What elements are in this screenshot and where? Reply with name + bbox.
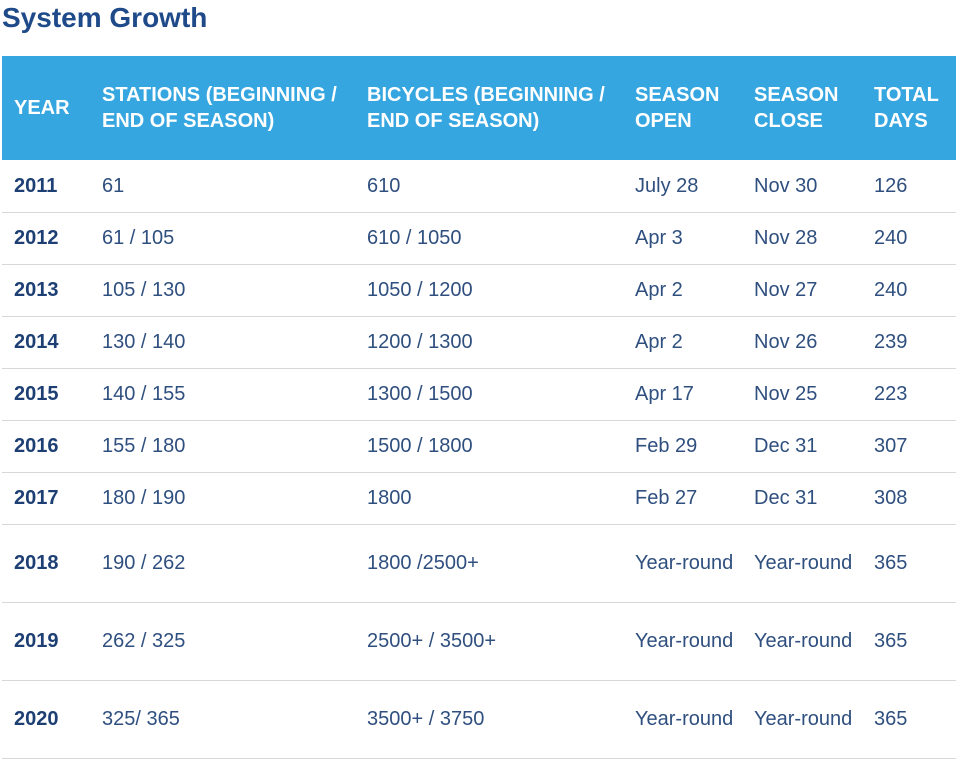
cell-year: 2017 [2, 472, 90, 525]
cell-season-close: Nov 27 [742, 264, 862, 317]
cell-bicycles: 1200 / 1300 [355, 316, 623, 369]
cell-season-open: Year-round [623, 524, 742, 603]
cell-total-days: 240 [862, 264, 956, 317]
cell-total-days: 223 [862, 368, 956, 421]
cell-stations: 140 / 155 [90, 368, 355, 421]
cell-season-open: Year-round [623, 602, 742, 681]
system-growth-table: YEAR STATIONS (BEGINNING / END OF SEASON… [2, 56, 956, 759]
table-header: YEAR STATIONS (BEGINNING / END OF SEASON… [2, 56, 956, 160]
cell-season-close: Nov 25 [742, 368, 862, 421]
header-bicycles: BICYCLES (BEGINNING / END OF SEASON) [367, 84, 605, 132]
cell-total-days: 307 [862, 420, 956, 473]
header-season-close: SEASON CLOSE [754, 84, 839, 132]
cell-total-days: 308 [862, 472, 956, 525]
cell-season-open: Feb 27 [623, 472, 742, 525]
cell-stations: 105 / 130 [90, 264, 355, 317]
cell-bicycles: 1500 / 1800 [355, 420, 623, 473]
cell-stations: 130 / 140 [90, 316, 355, 369]
cell-bicycles: 1050 / 1200 [355, 264, 623, 317]
cell-season-close: Year-round [742, 680, 862, 759]
cell-season-close: Dec 31 [742, 472, 862, 525]
table-row: 2017 180 / 190 1800 Feb 27 Dec 31 308 [2, 472, 956, 525]
cell-year: 2019 [2, 602, 90, 681]
table-row: 2016 155 / 180 1500 / 1800 Feb 29 Dec 31… [2, 420, 956, 473]
cell-season-close: Year-round [742, 524, 862, 603]
cell-stations: 61 [90, 160, 355, 213]
table-row: 2013 105 / 130 1050 / 1200 Apr 2 Nov 27 … [2, 264, 956, 317]
cell-season-open: Apr 2 [623, 264, 742, 317]
cell-bicycles: 610 / 1050 [355, 212, 623, 265]
cell-season-open: Apr 2 [623, 316, 742, 369]
cell-year: 2011 [2, 160, 90, 213]
cell-total-days: 365 [862, 680, 956, 759]
header-year: YEAR [14, 97, 70, 119]
cell-bicycles: 1800 [355, 472, 623, 525]
cell-season-close: Nov 30 [742, 160, 862, 213]
cell-total-days: 240 [862, 212, 956, 265]
cell-year: 2016 [2, 420, 90, 473]
table-row: 2019 262 / 325 2500+ / 3500+ Year-round … [2, 602, 956, 681]
table-row: 2020 325/ 365 3500+ / 3750 Year-round Ye… [2, 680, 956, 759]
cell-season-close: Nov 28 [742, 212, 862, 265]
cell-bicycles: 3500+ / 3750 [355, 680, 623, 759]
cell-stations: 325/ 365 [90, 680, 355, 759]
cell-total-days: 365 [862, 602, 956, 681]
cell-stations: 155 / 180 [90, 420, 355, 473]
cell-year: 2020 [2, 680, 90, 759]
cell-season-open: Feb 29 [623, 420, 742, 473]
table-body: 2011 61 610 July 28 Nov 30 126 2012 61 /… [2, 160, 956, 759]
cell-bicycles: 1800 /2500+ [355, 524, 623, 603]
header-season-open: SEASON OPEN [635, 84, 720, 132]
cell-season-close: Dec 31 [742, 420, 862, 473]
header-row: YEAR STATIONS (BEGINNING / END OF SEASON… [2, 56, 956, 160]
table-row: 2011 61 610 July 28 Nov 30 126 [2, 160, 956, 213]
table-row: 2014 130 / 140 1200 / 1300 Apr 2 Nov 26 … [2, 316, 956, 369]
table-row: 2015 140 / 155 1300 / 1500 Apr 17 Nov 25… [2, 368, 956, 421]
page-title: System Growth [2, 2, 208, 33]
cell-season-open: July 28 [623, 160, 742, 213]
cell-season-close: Nov 26 [742, 316, 862, 369]
table-row: 2012 61 / 105 610 / 1050 Apr 3 Nov 28 24… [2, 212, 956, 265]
cell-year: 2014 [2, 316, 90, 369]
cell-bicycles: 1300 / 1500 [355, 368, 623, 421]
cell-year: 2018 [2, 524, 90, 603]
cell-total-days: 239 [862, 316, 956, 369]
header-stations: STATIONS (BEGINNING / END OF SEASON) [102, 84, 337, 132]
header-total-days: TOTAL DAYS [874, 84, 939, 132]
cell-year: 2013 [2, 264, 90, 317]
cell-season-close: Year-round [742, 602, 862, 681]
cell-total-days: 126 [862, 160, 956, 213]
cell-bicycles: 610 [355, 160, 623, 213]
cell-stations: 190 / 262 [90, 524, 355, 603]
cell-stations: 262 / 325 [90, 602, 355, 681]
cell-total-days: 365 [862, 524, 956, 603]
cell-season-open: Apr 17 [623, 368, 742, 421]
cell-season-open: Year-round [623, 680, 742, 759]
cell-year: 2012 [2, 212, 90, 265]
cell-stations: 61 / 105 [90, 212, 355, 265]
cell-bicycles: 2500+ / 3500+ [355, 602, 623, 681]
cell-year: 2015 [2, 368, 90, 421]
cell-season-open: Apr 3 [623, 212, 742, 265]
table-row: 2018 190 / 262 1800 /2500+ Year-round Ye… [2, 524, 956, 603]
cell-stations: 180 / 190 [90, 472, 355, 525]
